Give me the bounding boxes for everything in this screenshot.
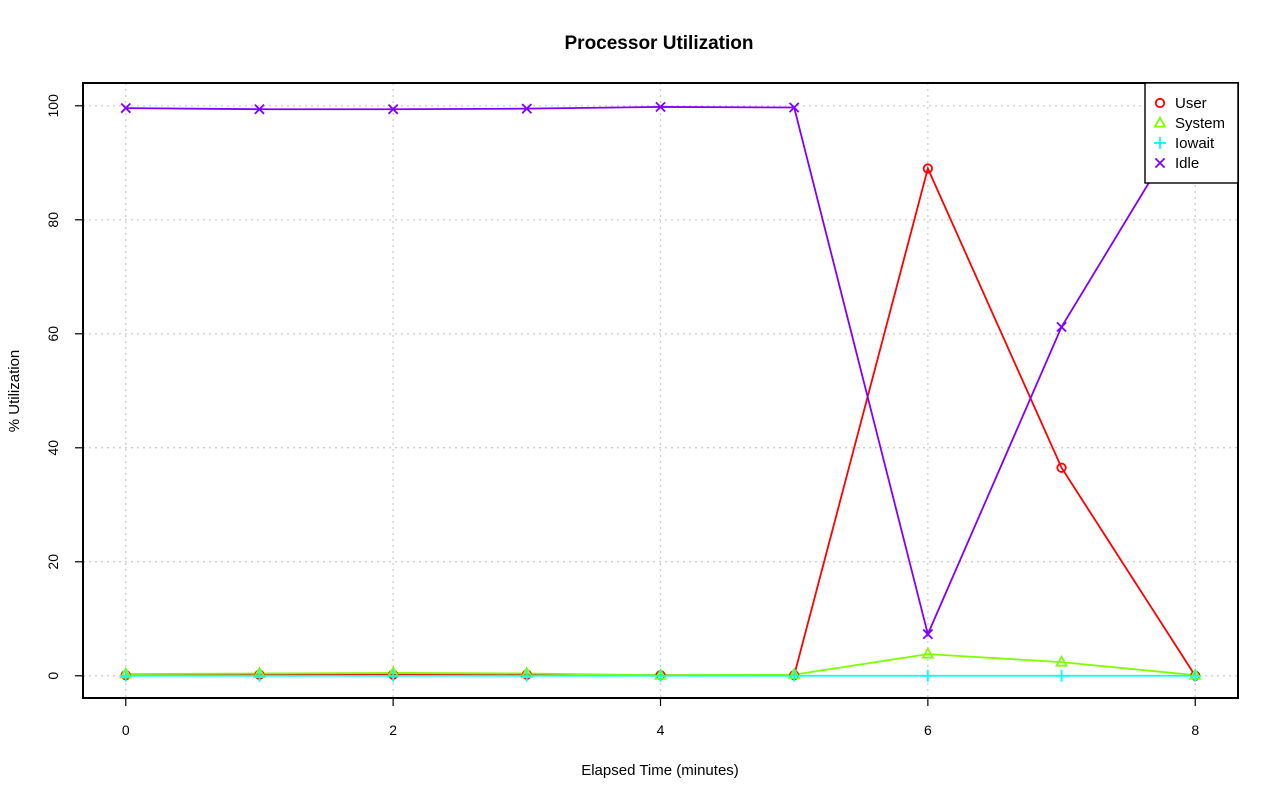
point-iowait [1055,669,1068,682]
legend-label: Iowait [1175,135,1215,152]
point-iowait [788,669,801,682]
point-system [921,646,935,659]
point-iowait [387,669,400,682]
point-idle [655,101,666,113]
x-axis-label: Elapsed Time (minutes) [581,762,739,779]
legend-marker-user [1154,97,1166,109]
y-tick-label: 40 [45,440,61,456]
y-tick-label: 60 [45,326,61,342]
point-iowait [253,669,266,682]
x-axis: 0 2 4 6 8 [122,697,1199,738]
point-iowait [921,669,934,682]
point-user [1056,462,1067,473]
point-iowait [1189,669,1202,682]
y-axis: 0 20 40 60 80 100 [45,94,83,680]
x-tick-label: 8 [1191,722,1199,738]
grid [83,83,1238,698]
chart-title: Processor Utilization [565,33,754,54]
legend-label: Idle [1175,155,1199,172]
point-idle [1056,321,1067,333]
point-idle [254,103,265,115]
point-idle [788,102,800,113]
point-idle [521,103,533,114]
legend-marker-idle [1154,157,1166,169]
point-user [922,163,933,174]
legend-marker-iowait [1154,137,1166,149]
point-iowait [520,669,533,682]
x-tick-label: 4 [657,722,665,738]
y-tick-label: 80 [45,212,61,228]
legend-label: System [1175,115,1225,132]
y-axis-label: % Utilization [6,350,23,433]
point-iowait [119,669,132,682]
point-iowait [654,669,667,682]
point-idle [922,628,934,640]
legend: User System Iowait Idle [1144,82,1239,184]
y-tick-label: 0 [45,672,61,680]
y-tick-label: 20 [45,554,61,570]
legend-label: User [1175,95,1207,112]
point-system [1055,654,1069,667]
x-tick-label: 0 [122,722,130,738]
x-tick-label: 6 [924,722,932,738]
y-tick-label: 100 [45,94,61,118]
series-markers [119,101,1202,682]
legend-marker-system [1153,115,1167,128]
point-idle [120,102,132,114]
x-tick-label: 2 [389,722,397,738]
point-idle [387,103,399,115]
